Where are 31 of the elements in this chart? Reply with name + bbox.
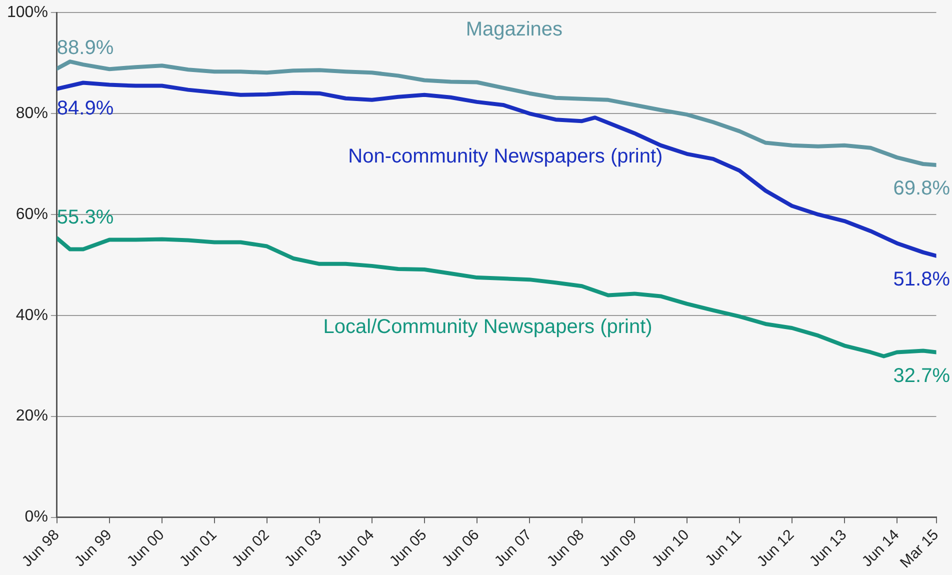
x-tick-label: Jun 13 bbox=[806, 526, 850, 570]
data-label: 88.9% bbox=[56, 37, 114, 60]
data-label: 32.7% bbox=[893, 364, 950, 387]
x-tick-label: Jun 12 bbox=[754, 526, 798, 570]
x-tick-label: Jun 09 bbox=[596, 526, 640, 570]
x-tick-label: Jun 99 bbox=[71, 526, 116, 570]
data-label: 55.3% bbox=[56, 206, 114, 229]
y-tick-label: 20% bbox=[16, 408, 48, 425]
x-tick-label: Jun 00 bbox=[124, 526, 168, 570]
x-tick-label: Jun 02 bbox=[228, 526, 273, 570]
x-tick-label: Jun 11 bbox=[702, 526, 746, 570]
text: Magazines bbox=[466, 18, 563, 40]
y-tick-label: 80% bbox=[16, 104, 48, 122]
data-label: 69.8% bbox=[893, 178, 950, 200]
series-label: Non-community Newspapers (print) bbox=[348, 145, 663, 168]
y-tick-label: 100% bbox=[7, 4, 48, 22]
y-tick-label: 40% bbox=[16, 306, 48, 324]
x-tick-label: Jun 06 bbox=[438, 526, 483, 570]
x-tick-label: Jun 05 bbox=[386, 526, 430, 570]
data-label: 84.9% bbox=[56, 97, 114, 120]
x-tick-label: Jun 07 bbox=[491, 526, 536, 570]
y-tick-label: 0% bbox=[24, 508, 48, 526]
y-tick-label: 60% bbox=[16, 206, 48, 223]
x-tick-label: Jun 01 bbox=[176, 526, 220, 570]
x-tick-label: Jun 03 bbox=[281, 526, 326, 570]
x-tick-label: Jun 10 bbox=[648, 526, 693, 570]
data-label: 51.8% bbox=[893, 268, 950, 290]
x-tick-label: Jun 08 bbox=[544, 526, 588, 570]
series-label: Local/Community Newspapers (print) bbox=[323, 316, 652, 338]
x-tick-label: Jun 98 bbox=[18, 526, 63, 570]
x-tick-label: Jun 04 bbox=[334, 526, 378, 570]
